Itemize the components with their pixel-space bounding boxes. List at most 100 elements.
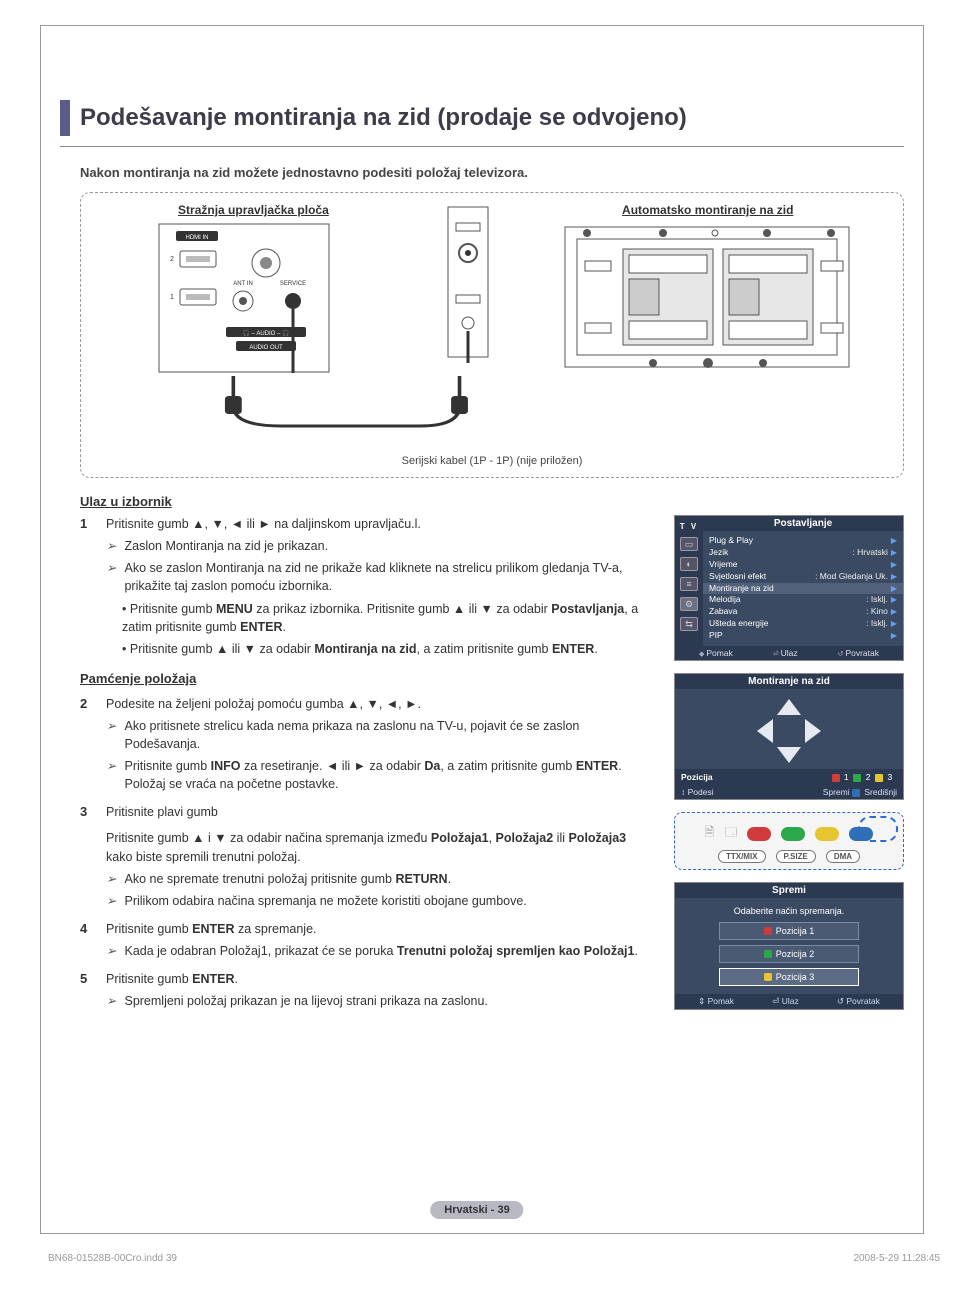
wm-footer-adjust: ↕ Podesi: [681, 787, 714, 797]
remote-pill-button[interactable]: TTX/MIX: [718, 850, 766, 863]
osd-footer-move: Pomak: [699, 648, 733, 658]
subtitle-icon: 🗔: [724, 823, 737, 844]
osd-settings-list: Plug & Play▶Jezik: Hrvatski▶Vrijeme▶Svje…: [703, 531, 903, 646]
remote-pill-button[interactable]: DMA: [826, 850, 860, 863]
svg-text:ANT IN: ANT IN: [234, 281, 254, 287]
osd-footer: Pomak Ulaz Povratak: [675, 646, 903, 660]
arrow-up-icon: [777, 699, 801, 715]
step2-text: Podesite na željeni položaj pomoću gumba…: [106, 695, 656, 713]
page-number: Hrvatski - 39: [430, 1201, 523, 1219]
bullet-icon: ➢: [106, 717, 116, 753]
step-number: 1: [80, 515, 92, 658]
position-indicators: 1 2 3: [832, 772, 897, 782]
osd-wall-mount-panel: Montiranje na zid Pozicija 1 2 3 ↕ Podes…: [674, 673, 904, 800]
step-number: 5: [80, 970, 92, 1010]
step1-sub2: Ako se zaslon Montiranja na zid ne prika…: [124, 559, 656, 595]
section-enter-menu: Ulaz u izbornik: [80, 494, 904, 509]
step3-sub1: Ako ne spremate trenutni položaj pritisn…: [124, 870, 451, 888]
wall-mount-arrows: [675, 689, 903, 769]
picture-icon: ▭: [680, 537, 698, 551]
rear-panel-label: Stražnja upravljačka ploča: [178, 203, 329, 217]
cable-diagram: [101, 376, 883, 446]
save-dialog: Spremi Odaberite način spremanja. Pozici…: [674, 882, 904, 1010]
arrow-right-icon: [805, 719, 821, 743]
title-underline: [60, 146, 904, 147]
bullet-icon: ➢: [106, 757, 116, 793]
bullet-icon: ➢: [106, 537, 116, 555]
step2-sub2: Pritisnite gumb INFO za resetiranje. ◄ i…: [124, 757, 656, 793]
svg-text:1: 1: [170, 294, 174, 301]
svg-text:🎧 – AUDIO – 🎧: 🎧 – AUDIO – 🎧: [243, 329, 290, 337]
save-footer-enter: ⏎ Ulaz: [772, 996, 799, 1007]
diagram-box: Stražnja upravljačka ploča HDMI IN 2 1 A…: [80, 192, 904, 478]
remote-color-button[interactable]: [747, 827, 771, 841]
save-option: Pozicija 3: [719, 968, 859, 986]
osd-sidebar: T V ▭ ◐ ≡ ⚙ ⇆: [675, 516, 703, 646]
osd-settings-title: Postavljanje: [703, 516, 903, 531]
osd-settings-menu: T V ▭ ◐ ≡ ⚙ ⇆ Postavljanje Plug & Play▶J…: [674, 515, 904, 661]
remote-pill-button[interactable]: P.SIZE: [776, 850, 816, 863]
section-memorize: Pamćenje položaja: [80, 670, 656, 689]
remote-color-button[interactable]: [849, 827, 873, 841]
svg-text:HDMI IN: HDMI IN: [186, 235, 209, 241]
remote-buttons-strip: 🗎 🗔 TTX/MIX P.SIZE DMA: [674, 812, 904, 870]
sound-icon: ◐: [680, 557, 698, 571]
step4-text: Pritisnite gumb ENTER za spremanje.: [106, 920, 656, 938]
step1-sub1: Zaslon Montiranja na zid je prikazan.: [124, 537, 328, 555]
channel-icon: ≡: [680, 577, 698, 591]
osd-menu-item: Melodija: Isklj.▶: [709, 594, 897, 606]
osd-footer-enter: Ulaz: [773, 648, 798, 658]
osd-menu-item: Ušteda energije: Isklj.▶: [709, 618, 897, 630]
setup-icon: ⚙: [680, 597, 698, 611]
bullet-icon: ➢: [106, 892, 116, 910]
step-number: 3: [80, 803, 92, 910]
rear-panel-diagram: HDMI IN 2 1 ANT IN SERVICE 🎧 – AUDIO – 🎧: [158, 223, 348, 373]
bullet-icon: ➢: [106, 942, 116, 960]
save-options-list: Pozicija 1 Pozicija 2 Pozicija 3: [685, 922, 893, 986]
text-icon: 🗎: [705, 823, 715, 844]
osd-tv-label: T V: [680, 522, 698, 531]
print-meta-filename: BN68-01528B-00Cro.indd 39: [48, 1253, 177, 1264]
position-indicator: 1: [832, 772, 854, 782]
step2-sub1: Ako pritisnete strelicu kada nema prikaz…: [124, 717, 656, 753]
osd-menu-item: Svjetlosni efekt: Mod Gledanja Uk.▶: [709, 571, 897, 583]
save-dialog-title: Spremi: [675, 883, 903, 898]
osd-menu-item: Montiranje na zid▶: [703, 583, 903, 595]
osd-footer-return: Povratak: [838, 648, 879, 658]
bullet-icon: ➢: [106, 559, 116, 595]
intro-text: Nakon montiranja na zid možete jednostav…: [80, 165, 904, 180]
arrow-down-icon: [777, 747, 801, 763]
title-accent: [60, 100, 70, 136]
step1-text: Pritisnite gumb ▲, ▼, ◄ ili ► na daljins…: [106, 515, 656, 533]
position-indicator: 2: [853, 772, 875, 782]
step3-p2: Pritisnite gumb ▲ i ▼ za odabir načina s…: [106, 829, 656, 865]
arrow-left-icon: [757, 719, 773, 743]
remote-color-buttons: 🗎 🗔: [705, 823, 874, 844]
remote-color-button[interactable]: [781, 827, 805, 841]
save-dialog-message: Odaberite način spremanja.: [734, 906, 845, 916]
step1-b1: • Pritisnite gumb MENU za prikaz izborni…: [122, 600, 656, 636]
svg-text:SERVICE: SERVICE: [280, 281, 306, 287]
save-footer-move: ⇕ Pomak: [698, 996, 734, 1007]
step5-text: Pritisnite gumb ENTER.: [106, 970, 656, 988]
input-icon: ⇆: [680, 617, 698, 631]
save-option: Pozicija 1: [719, 922, 859, 940]
step1-b2: • Pritisnite gumb ▲ ili ▼ za odabir Mont…: [122, 640, 598, 658]
step4-sub1: Kada je odabran Položaj1, prikazat će se…: [124, 942, 637, 960]
page-title: Podešavanje montiranja na zid (prodaje s…: [80, 100, 687, 136]
position-indicator: 3: [875, 772, 897, 782]
save-footer-return: ↺ Povratak: [837, 996, 880, 1007]
svg-text:2: 2: [170, 256, 174, 263]
svg-text:AUDIO OUT: AUDIO OUT: [250, 345, 284, 351]
step-number: 2: [80, 695, 92, 794]
save-option: Pozicija 2: [719, 945, 859, 963]
osd-menu-item: Plug & Play▶: [709, 535, 897, 547]
osd-wall-title: Montiranje na zid: [675, 674, 903, 689]
wm-footer-save: Spremi Središnji: [823, 787, 897, 797]
osd-menu-item: PIP▶: [709, 630, 897, 642]
remote-color-button[interactable]: [815, 827, 839, 841]
step5-sub1: Spremljeni položaj prikazan je na lijevo…: [124, 992, 487, 1010]
position-label: Pozicija: [681, 772, 713, 782]
osd-menu-item: Zabava: Kino▶: [709, 606, 897, 618]
step3-text: Pritisnite plavi gumb: [106, 803, 656, 821]
